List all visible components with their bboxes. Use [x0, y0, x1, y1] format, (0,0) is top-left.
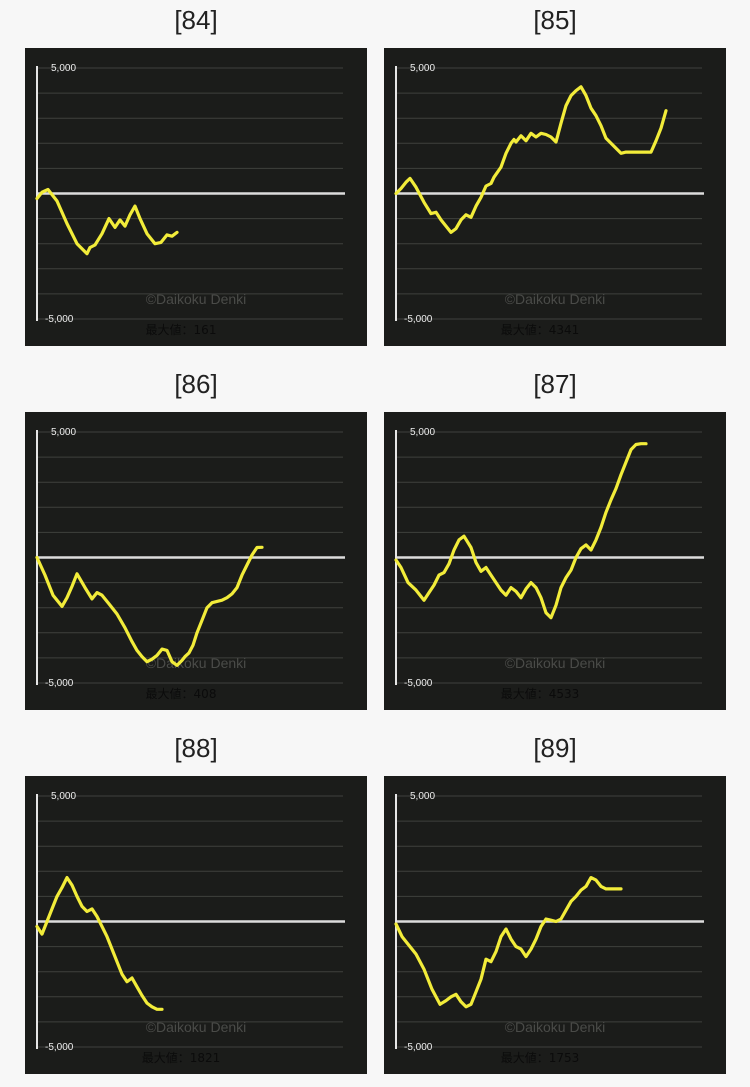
y-tick-label-top: 5,000 — [51, 427, 76, 438]
max-value-caption: 最大値：4341 — [501, 322, 580, 337]
chart-frame: 5,000 -5,000 ©Daikoku Denki 最大値：4341 — [384, 48, 726, 346]
chart-frame: 5,000 -5,000 ©Daikoku Denki 最大値：408 — [25, 412, 367, 710]
chart-title: [86] — [174, 369, 218, 399]
chart-title: [87] — [533, 369, 577, 399]
y-tick-label-top: 5,000 — [410, 427, 435, 438]
slump-graph-84: 5,000 -5,000 ©Daikoku Denki 最大値：161 — [35, 63, 345, 337]
slump-graph-89: 5,000 -5,000 ©Daikoku Denki 最大値：1753 — [394, 791, 704, 1065]
max-value-caption: 最大値：161 — [146, 322, 217, 337]
data-series-line — [394, 875, 623, 1009]
chart-panel-84: [84] 5,000 -5,000 ©Daikoku Denki 最大値：161 — [25, 0, 367, 364]
data-series-line — [35, 545, 264, 667]
y-tick-label-bottom: -5,000 — [404, 678, 433, 689]
max-value-caption: 最大値：1821 — [142, 1050, 221, 1065]
y-tick-label-bottom: -5,000 — [45, 314, 74, 325]
slump-graph-88: 5,000 -5,000 ©Daikoku Denki 最大値：1821 — [35, 791, 345, 1065]
watermark-text: ©Daikoku Denki — [505, 291, 606, 307]
chart-frame: 5,000 -5,000 ©Daikoku Denki 最大値：161 — [25, 48, 367, 346]
y-tick-label-top: 5,000 — [410, 791, 435, 802]
chart-frame: 5,000 -5,000 ©Daikoku Denki 最大値：4533 — [384, 412, 726, 710]
y-tick-label-bottom: -5,000 — [404, 314, 433, 325]
max-value-caption: 最大値：4533 — [501, 686, 580, 701]
chart-panel-85: [85] 5,000 -5,000 ©Daikoku Denki 最大値：4341 — [384, 0, 726, 364]
y-tick-label-top: 5,000 — [51, 791, 76, 802]
slump-graph-86: 5,000 -5,000 ©Daikoku Denki 最大値：408 — [35, 427, 345, 701]
max-value-caption: 最大値：408 — [146, 686, 217, 701]
y-tick-label-bottom: -5,000 — [45, 678, 74, 689]
data-series-line — [394, 442, 648, 620]
max-value-caption: 最大値：1753 — [501, 1050, 580, 1065]
slump-graph-87: 5,000 -5,000 ©Daikoku Denki 最大値：4533 — [394, 427, 704, 701]
watermark-text: ©Daikoku Denki — [146, 1019, 247, 1035]
watermark-text: ©Daikoku Denki — [146, 655, 247, 671]
data-series-line — [35, 187, 179, 256]
y-tick-label-top: 5,000 — [410, 63, 435, 74]
y-tick-label-bottom: -5,000 — [404, 1042, 433, 1053]
chart-title: [85] — [533, 5, 577, 35]
chart-panel-89: [89] 5,000 -5,000 ©Daikoku Denki 最大値：1753 — [384, 728, 726, 1087]
chart-frame: 5,000 -5,000 ©Daikoku Denki 最大値：1821 — [25, 776, 367, 1074]
data-series-line — [35, 875, 164, 1011]
chart-title: [84] — [174, 5, 218, 35]
data-series-line — [394, 85, 668, 234]
watermark-text: ©Daikoku Denki — [505, 655, 606, 671]
watermark-text: ©Daikoku Denki — [146, 291, 247, 307]
chart-title: [89] — [533, 733, 577, 763]
y-tick-label-bottom: -5,000 — [45, 1042, 74, 1053]
watermark-text: ©Daikoku Denki — [505, 1019, 606, 1035]
chart-title: [88] — [174, 733, 218, 763]
chart-panel-86: [86] 5,000 -5,000 ©Daikoku Denki 最大値：408 — [25, 364, 367, 728]
chart-frame: 5,000 -5,000 ©Daikoku Denki 最大値：1753 — [384, 776, 726, 1074]
chart-panel-88: [88] 5,000 -5,000 ©Daikoku Denki 最大値：1821 — [25, 728, 367, 1087]
chart-panel-87: [87] 5,000 -5,000 ©Daikoku Denki 最大値：4533 — [384, 364, 726, 728]
y-tick-label-top: 5,000 — [51, 63, 76, 74]
slump-graph-85: 5,000 -5,000 ©Daikoku Denki 最大値：4341 — [394, 63, 704, 337]
